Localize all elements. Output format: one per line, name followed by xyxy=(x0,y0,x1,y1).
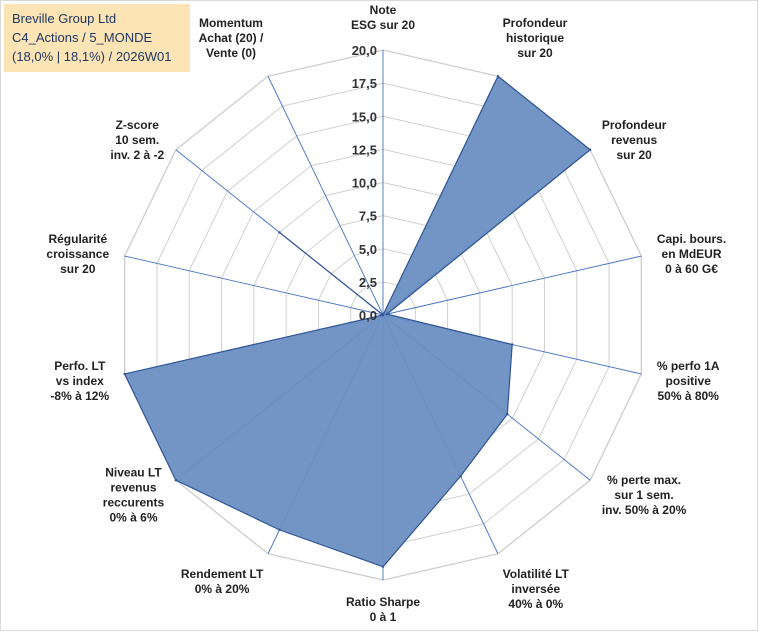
data-point xyxy=(123,372,126,376)
axis-label: Profondeur xyxy=(602,118,667,132)
axis-label: revenus xyxy=(611,133,657,147)
axis-label: 0% à 20% xyxy=(195,582,250,596)
axis-label: en MdEUR xyxy=(662,247,722,261)
axis-label: Profondeur xyxy=(503,16,568,30)
axis-label: sur 20 xyxy=(616,148,652,162)
data-point xyxy=(278,231,281,234)
axis-label: sur 20 xyxy=(60,262,96,276)
tick-label: 10,0 xyxy=(352,176,377,191)
axis-label: -8% à 12% xyxy=(50,389,109,403)
tick-label: 17,5 xyxy=(352,76,377,91)
series-area xyxy=(123,75,592,568)
axis-label: Note xyxy=(370,3,397,17)
axis-label: reccurents xyxy=(103,496,165,510)
data-point xyxy=(385,312,389,316)
data-point xyxy=(506,412,509,416)
axis-label: Ratio Sharpe xyxy=(346,595,420,609)
data-point xyxy=(381,565,385,568)
title-line-1: Breville Group Ltd xyxy=(12,11,117,26)
axis-label: 0% à 6% xyxy=(109,511,157,525)
axis-label: croissance xyxy=(46,247,109,261)
axis-label: Niveau LT xyxy=(105,466,162,480)
axis-label: Capi. bours. xyxy=(657,232,726,246)
axis-spoke xyxy=(124,255,384,316)
title-line-3: (18,0% | 18,1%) / 2026W01 xyxy=(12,49,172,64)
data-point xyxy=(174,479,178,482)
title-line-2: C4_Actions / 5_MONDE xyxy=(12,30,153,45)
axis-label: % perte max. xyxy=(607,473,681,487)
axis-label: sur 20 xyxy=(517,46,553,60)
axis-label: Régularité xyxy=(48,232,107,246)
axis-label: 50% à 80% xyxy=(658,389,720,403)
axis-label: Rendement LT xyxy=(181,567,264,581)
axis-label: Z-score xyxy=(116,118,160,132)
data-point xyxy=(496,75,500,78)
axis-label: historique xyxy=(506,31,564,45)
tick-label: 12,5 xyxy=(352,142,377,157)
chart-title-box: Breville Group Ltd C4_Actions / 5_MONDE … xyxy=(4,4,190,72)
axis-label: inv. 50% à 20% xyxy=(602,503,687,517)
axis-label: Vente (0) xyxy=(206,46,256,60)
axis-label: inv. 2 à -2 xyxy=(110,148,164,162)
axis-label: sur 1 sem. xyxy=(614,488,673,502)
axis-label: Achat (20) / xyxy=(199,31,264,45)
axis-label: revenus xyxy=(110,481,156,495)
axis-label: inversée xyxy=(511,582,560,596)
tick-label: 15,0 xyxy=(352,109,377,124)
tick-label: 5,0 xyxy=(359,242,377,257)
axis-label: vs index xyxy=(56,374,104,388)
axis-label: positive xyxy=(666,374,712,388)
axis-label: % perfo 1A xyxy=(657,359,720,373)
axis-label: 40% à 0% xyxy=(508,597,563,611)
axis-label: 0 à 60 G€ xyxy=(665,262,718,276)
tick-label: 7,5 xyxy=(359,209,377,224)
axis-spoke xyxy=(382,255,642,316)
axis-label: Volatilité LT xyxy=(503,567,570,581)
axis-label: Momentum xyxy=(199,16,263,30)
tick-label: 0,0 xyxy=(359,308,377,323)
axis-label: 10 sem. xyxy=(115,133,159,147)
axis-spoke xyxy=(267,76,384,316)
data-point xyxy=(510,343,514,346)
tick-label: 20,0 xyxy=(352,43,377,58)
data-point xyxy=(459,474,462,478)
tick-label: 2,5 xyxy=(359,275,377,290)
axis-label: Perfo. LT xyxy=(54,359,106,373)
axis-label: ESG sur 20 xyxy=(351,18,415,32)
axis-label: 0 à 1 xyxy=(370,610,397,624)
data-point xyxy=(588,148,592,151)
data-point xyxy=(381,313,385,317)
data-point xyxy=(278,528,281,532)
